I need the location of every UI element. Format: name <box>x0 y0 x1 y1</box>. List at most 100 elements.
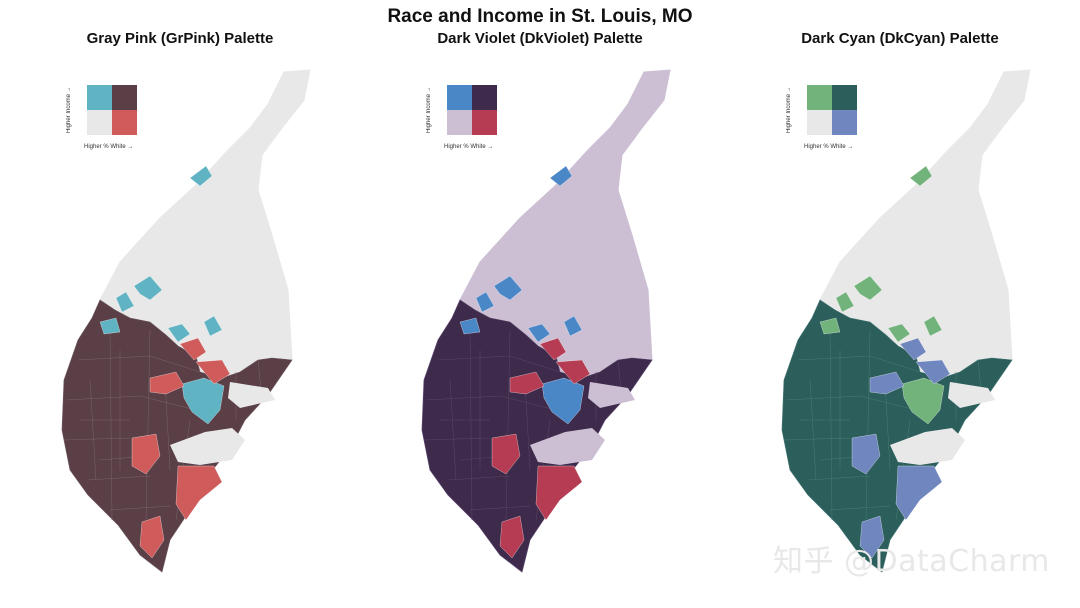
legend-cell-top-right <box>472 85 497 110</box>
legend-cell-bottom-left <box>447 110 472 135</box>
bivariate-legend: Higher Income → Higher % White → <box>66 82 160 162</box>
tract-boundary <box>524 379 531 471</box>
high-income-tract <box>189 165 213 187</box>
map-panel-dkviolet: Dark Violet (DkViolet) Palette Higher In… <box>360 0 720 608</box>
tract-boundary <box>109 329 113 521</box>
legend-x-label: Higher % White → <box>84 144 134 150</box>
high-white-tract <box>899 337 927 361</box>
tract-boundary <box>77 355 201 373</box>
high-white-tract <box>895 465 943 521</box>
legend-x-label: Higher % White → <box>804 144 854 150</box>
tract-boundary <box>807 475 871 481</box>
high-income-tract <box>923 315 943 337</box>
legend-x-label: Higher % White → <box>444 144 494 150</box>
high-income-tract <box>167 323 191 343</box>
high-income-tract <box>115 291 135 313</box>
tract-boundary <box>865 329 871 521</box>
high-white-tract <box>179 337 207 361</box>
high-income-tract <box>819 317 841 335</box>
tract-boundary <box>63 437 131 441</box>
high-income-tract <box>493 275 523 301</box>
high-income-tract <box>887 323 911 343</box>
main-title: Race and Income in St. Louis, MO <box>387 6 693 27</box>
dark-region <box>421 299 653 573</box>
high-income-tract <box>475 291 495 313</box>
tract-boundary <box>87 475 151 481</box>
map-panel-grpink: Gray Pink (GrPink) Palette Higher Income… <box>0 0 360 608</box>
high-white-tract <box>915 359 951 385</box>
tract-boundary <box>505 329 511 521</box>
tract-boundary <box>437 355 561 373</box>
tract-boundary <box>783 437 851 441</box>
tract-boundary <box>884 379 891 471</box>
tract-boundary <box>797 355 921 373</box>
legend-cell-top-right <box>832 85 857 110</box>
legend-cell-top-left <box>807 85 832 110</box>
legend-y-label: Higher Income → <box>786 86 792 134</box>
high-white-tract <box>869 371 905 395</box>
high-white-tract <box>175 465 223 521</box>
high-white-tract <box>535 465 583 521</box>
high-white-tract <box>555 359 591 385</box>
high-income-tract <box>99 317 121 335</box>
high-income-tract <box>563 315 583 337</box>
high-income-tract <box>133 275 163 301</box>
light-tract <box>170 428 245 465</box>
tract-boundary <box>469 329 473 521</box>
high-white-tract <box>539 337 567 361</box>
light-tract <box>530 428 605 465</box>
high-white-tract <box>195 359 231 385</box>
light-tract <box>948 382 995 408</box>
tract-boundary <box>809 379 817 481</box>
light-tract <box>228 382 275 408</box>
high-white-tract <box>859 515 885 559</box>
high-white-tract <box>509 371 545 395</box>
high-income-tract <box>527 323 551 343</box>
legend-cell-bottom-left <box>87 110 112 135</box>
high-income-tract <box>541 377 585 425</box>
tract-boundary <box>423 437 491 441</box>
legend-grid <box>87 85 137 135</box>
light-tract <box>588 382 635 408</box>
tract-boundary <box>109 505 171 511</box>
light-tract <box>890 428 965 465</box>
high-white-tract <box>499 515 525 559</box>
legend-cell-top-left <box>87 85 112 110</box>
high-income-tract <box>459 317 481 335</box>
legend-grid <box>447 85 497 135</box>
legend-cell-bottom-right <box>832 110 857 135</box>
high-white-tract <box>491 433 521 475</box>
legend-grid <box>807 85 857 135</box>
legend-cell-top-right <box>112 85 137 110</box>
tract-boundary <box>449 379 457 481</box>
bivariate-legend: Higher Income → Higher % White → <box>426 82 520 162</box>
tract-boundary <box>829 505 891 511</box>
high-income-tract <box>835 291 855 313</box>
tract-boundary <box>447 475 511 481</box>
legend-cell-bottom-right <box>472 110 497 135</box>
tract-boundary <box>89 379 97 481</box>
tract-boundary <box>469 505 531 511</box>
high-income-tract <box>901 377 945 425</box>
map-svg <box>421 69 671 573</box>
tract-boundary <box>785 395 917 411</box>
tract-boundary <box>425 395 557 411</box>
legend-y-label: Higher Income → <box>66 86 72 134</box>
high-white-tract <box>131 433 161 475</box>
panel-title: Gray Pink (GrPink) Palette <box>86 30 274 47</box>
high-income-tract <box>549 165 573 187</box>
watermark: 知乎 @DataCharm <box>772 544 1050 579</box>
tract-boundary <box>164 379 171 471</box>
high-income-tract <box>181 377 225 425</box>
high-income-tract <box>853 275 883 301</box>
tract-boundary <box>145 329 151 521</box>
tract-boundary <box>829 329 833 521</box>
legend-y-label: Higher Income → <box>426 86 432 134</box>
dark-region <box>781 299 1013 573</box>
high-income-tract <box>909 165 933 187</box>
map-svg <box>781 69 1031 573</box>
high-white-tract <box>851 433 881 475</box>
high-income-tract <box>203 315 223 337</box>
panel-title: Dark Violet (DkViolet) Palette <box>437 30 643 47</box>
legend-cell-top-left <box>447 85 472 110</box>
